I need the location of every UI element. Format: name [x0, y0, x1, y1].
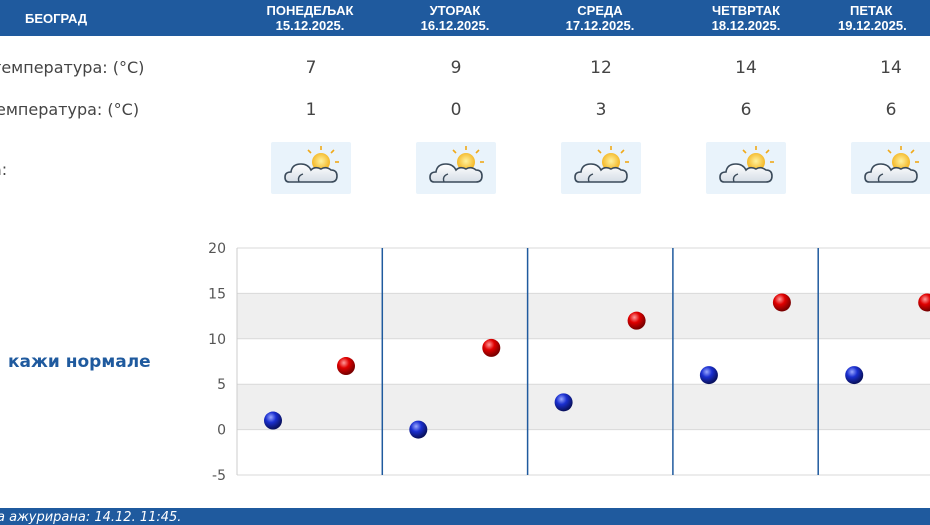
- day-header-2: СРЕДА 17.12.2025.: [530, 3, 670, 33]
- min-temp-value: 6: [740, 100, 752, 120]
- show-normals-label: кажи нормале: [8, 352, 151, 372]
- day-date: 19.12.2025.: [838, 18, 907, 33]
- max-temp-value: 7: [305, 58, 317, 78]
- max-temp-point: [918, 293, 930, 312]
- min-temp-value: 6: [885, 100, 897, 120]
- y-tick-label: 5: [217, 377, 226, 393]
- partly-cloudy-icon: [706, 142, 786, 194]
- y-tick-label: 20: [208, 241, 226, 257]
- y-tick-label: 15: [208, 286, 226, 302]
- min-temp-value: 1: [305, 100, 317, 120]
- day-header-3: ЧЕТВРТАК 18.12.2025.: [676, 3, 816, 33]
- day-name: ПОНЕДЕЉАК: [266, 3, 354, 18]
- max-temp-point: [627, 311, 646, 330]
- partly-cloudy-icon: [561, 142, 641, 194]
- day-date: 17.12.2025.: [565, 18, 635, 33]
- day-date: 16.12.2025.: [420, 18, 490, 33]
- day-header-4: ПЕТАК 19.12.2025.: [810, 3, 930, 33]
- min-temp-point: [264, 411, 282, 430]
- chart-band: [237, 248, 930, 294]
- chart-band: [237, 429, 930, 475]
- y-tick-label: 10: [208, 332, 226, 348]
- max-temp-value: 12: [590, 58, 612, 78]
- last-updated: а ажурирана: 14.12. 11:45.: [0, 510, 182, 525]
- partly-cloudy-icon: [416, 142, 496, 194]
- max-temp-label: температура: (°C): [0, 58, 145, 77]
- max-temp-value: 14: [735, 58, 757, 78]
- forecast-header: БЕОГРАД ПОНЕДЕЉАК 15.12.2025. УТОРАК 16.…: [0, 0, 930, 36]
- day-header-0: ПОНЕДЕЉАК 15.12.2025.: [240, 3, 380, 33]
- chart-band: [237, 293, 930, 339]
- day-date: 15.12.2025.: [275, 18, 345, 33]
- day-name: СРЕДА: [577, 3, 623, 18]
- min-temp-value: 0: [450, 100, 462, 120]
- y-tick-label: -5: [212, 468, 226, 484]
- min-temp-label: емпература: (°C): [0, 100, 140, 119]
- partly-cloudy-icon: [271, 142, 351, 194]
- max-temp-point: [482, 338, 501, 357]
- footer-bar: а ажурирана: 14.12. 11:45.: [0, 508, 930, 525]
- min-temp-point: [699, 366, 718, 385]
- day-date: 18.12.2025.: [711, 18, 781, 33]
- y-tick-label: 0: [217, 423, 226, 439]
- min-temp-point: [845, 366, 864, 385]
- day-name: ЧЕТВРТАК: [711, 3, 781, 18]
- min-temp-point: [409, 420, 428, 439]
- max-temp-point: [772, 293, 791, 312]
- city-name: БЕОГРАД: [25, 11, 88, 26]
- max-temp-point: [337, 357, 355, 376]
- min-temp-value: 3: [595, 100, 607, 120]
- max-temp-value: 9: [450, 58, 462, 78]
- day-name: ПЕТАК: [850, 3, 893, 18]
- chart-band: [237, 384, 930, 430]
- max-temp-value: 14: [880, 58, 902, 78]
- day-name: УТОРАК: [429, 3, 481, 18]
- temperature-chart: 20 15 10 5 0 -5: [208, 241, 930, 484]
- show-normals-link[interactable]: кажи нормале: [0, 352, 151, 372]
- min-temp-point: [554, 393, 573, 412]
- day-header-1: УТОРАК 16.12.2025.: [385, 3, 525, 33]
- partly-cloudy-icon: [851, 142, 930, 194]
- weather-label: а:: [0, 160, 8, 179]
